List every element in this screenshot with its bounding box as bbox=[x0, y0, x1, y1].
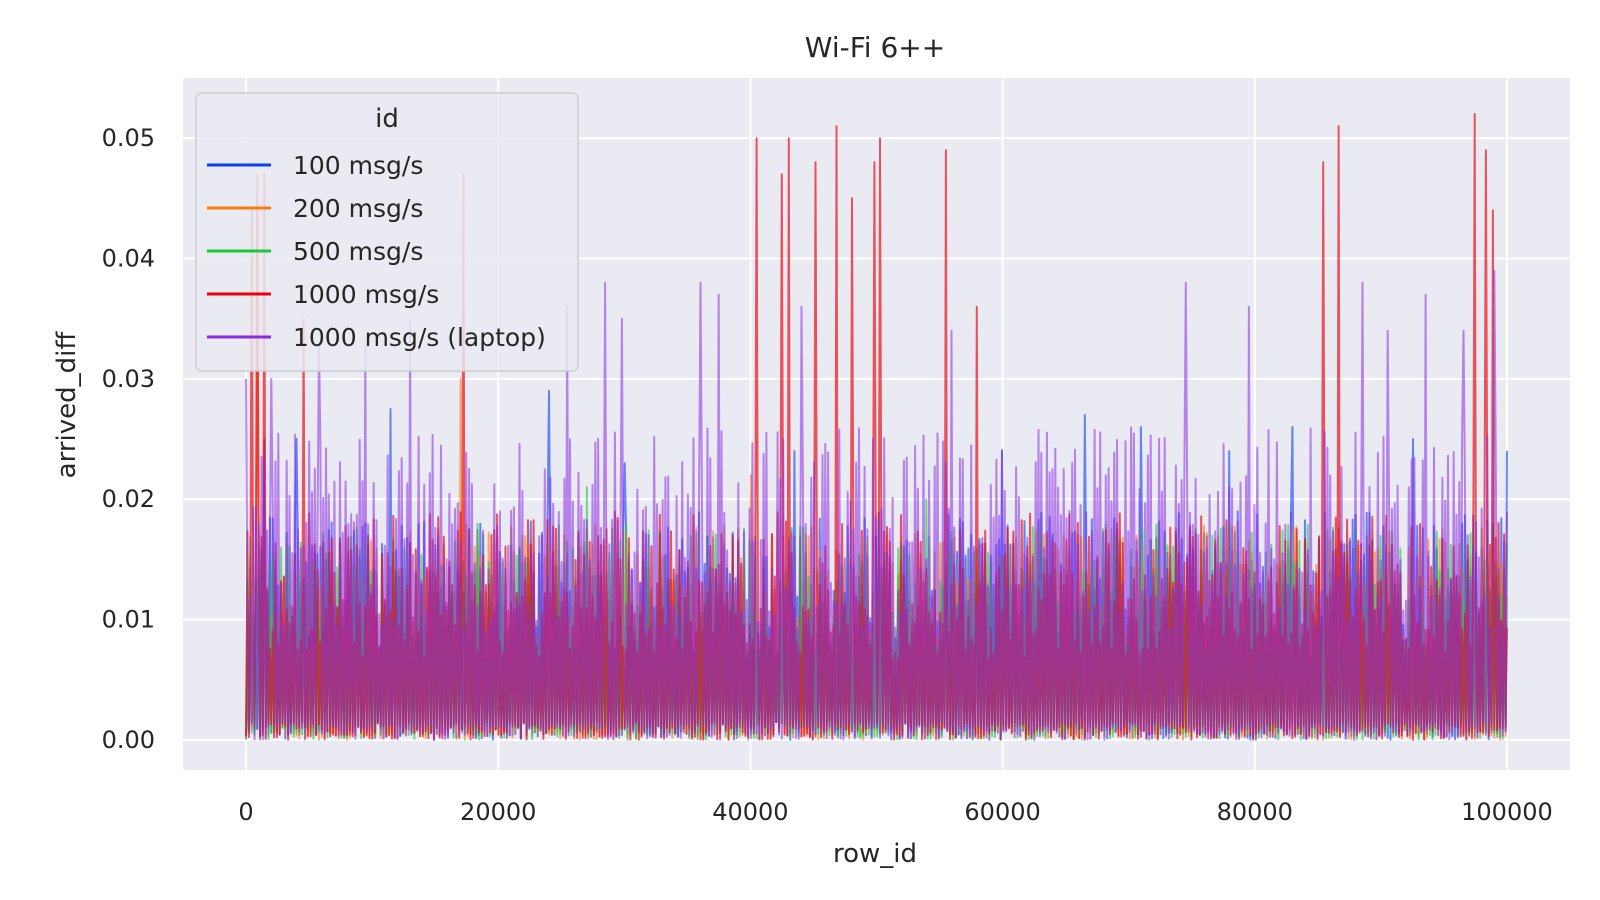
legend-entry-label: 200 msg/s bbox=[293, 194, 423, 223]
legend-entry-label: 1000 msg/s bbox=[293, 280, 439, 309]
legend: id 100 msg/s 200 msg/s 500 msg/s 1000 msg/s… bbox=[195, 92, 579, 372]
y-tick-label: 0.04 bbox=[102, 245, 155, 273]
x-axis-label: row_id bbox=[833, 839, 917, 869]
series-layer bbox=[245, 113, 1508, 741]
legend-entry-label: 500 msg/s bbox=[293, 237, 423, 266]
y-axis-label: arrived_diff bbox=[52, 331, 82, 479]
y-tick-label: 0.03 bbox=[102, 365, 155, 393]
x-axis-ticks: 0 20000 40000 60000 80000 100000 bbox=[238, 798, 1552, 826]
legend-box bbox=[195, 92, 579, 372]
y-tick-label: 0.00 bbox=[102, 726, 155, 754]
x-tick-label: 100000 bbox=[1461, 798, 1553, 826]
chart-title: Wi-Fi 6++ bbox=[805, 31, 945, 64]
legend-title: id bbox=[375, 104, 399, 134]
legend-entries: 100 msg/s 200 msg/s 500 msg/s 1000 msg/s 100… bbox=[207, 151, 546, 352]
x-tick-label: 80000 bbox=[1217, 798, 1293, 826]
x-tick-label: 40000 bbox=[712, 798, 788, 826]
y-tick-label: 0.05 bbox=[102, 124, 155, 152]
y-tick-label: 0.01 bbox=[102, 606, 155, 634]
y-axis-ticks: 0.00 0.01 0.02 0.03 0.04 0.05 bbox=[102, 124, 155, 754]
x-tick-label: 60000 bbox=[964, 798, 1040, 826]
x-tick-label: 0 bbox=[238, 798, 253, 826]
x-tick-label: 20000 bbox=[460, 798, 536, 826]
y-tick-label: 0.02 bbox=[102, 485, 155, 513]
legend-entry-label: 100 msg/s bbox=[293, 151, 423, 180]
legend-entry-label: 1000 msg/s (laptop) bbox=[293, 323, 546, 352]
series-line-5 bbox=[245, 269, 1508, 741]
